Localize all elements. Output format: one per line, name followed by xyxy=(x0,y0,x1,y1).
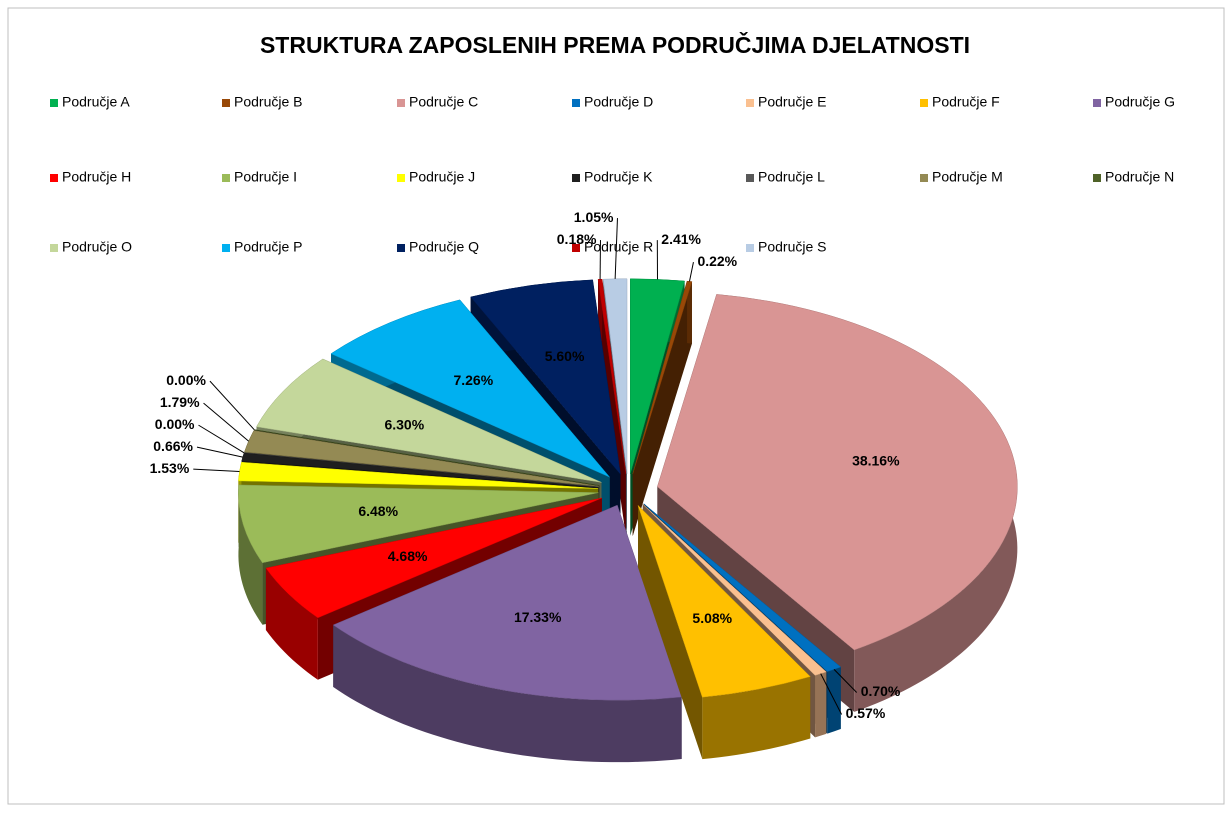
data-label: 5.08% xyxy=(692,610,732,626)
data-label: 1.53% xyxy=(150,460,190,476)
legend-label: Područje H xyxy=(62,169,131,185)
data-label: 5.60% xyxy=(545,348,585,364)
data-label: 6.30% xyxy=(384,416,424,432)
legend-label: Područje A xyxy=(62,94,130,110)
legend-swatch xyxy=(920,174,928,182)
data-label: 38.16% xyxy=(852,453,900,469)
legend-swatch xyxy=(222,174,230,182)
legend-label: Područje F xyxy=(932,94,1000,110)
data-label: 7.26% xyxy=(453,372,493,388)
data-label: 17.33% xyxy=(514,609,562,625)
legend-swatch xyxy=(920,99,928,107)
data-label: 0.66% xyxy=(153,438,193,454)
legend-swatch xyxy=(397,174,405,182)
legend-swatch xyxy=(746,244,754,252)
data-label: 0.00% xyxy=(155,416,195,432)
legend-swatch xyxy=(1093,174,1101,182)
legend-label: Područje G xyxy=(1105,94,1175,110)
legend-label: Područje C xyxy=(409,94,478,110)
legend-swatch xyxy=(572,99,580,107)
legend-label: Područje L xyxy=(758,169,825,185)
data-label: 0.57% xyxy=(846,705,886,721)
data-label: 0.70% xyxy=(861,683,901,699)
legend-swatch xyxy=(222,244,230,252)
legend-label: Područje D xyxy=(584,94,653,110)
legend-label: Područje I xyxy=(234,169,297,185)
legend-swatch xyxy=(1093,99,1101,107)
data-label: 1.79% xyxy=(160,394,200,410)
legend-label: Područje J xyxy=(409,169,475,185)
data-label: 4.68% xyxy=(388,548,428,564)
legend-swatch xyxy=(222,99,230,107)
data-label: 0.18% xyxy=(557,231,597,247)
legend-swatch xyxy=(397,244,405,252)
data-label: 6.48% xyxy=(358,503,398,519)
legend-swatch xyxy=(572,174,580,182)
legend-label: Područje M xyxy=(932,169,1003,185)
legend-label: Područje E xyxy=(758,94,826,110)
data-label: 1.05% xyxy=(574,209,614,225)
legend-label: Područje K xyxy=(584,169,653,185)
data-label: 0.22% xyxy=(697,253,737,269)
legend-swatch xyxy=(50,174,58,182)
data-label: 2.41% xyxy=(661,231,701,247)
legend-label: Područje O xyxy=(62,239,132,255)
legend-label: Područje B xyxy=(234,94,302,110)
legend-swatch xyxy=(397,99,405,107)
legend-label: Područje N xyxy=(1105,169,1174,185)
chart-title: STRUKTURA ZAPOSLENIH PREMA PODRUČJIMA DJ… xyxy=(260,31,970,58)
legend-swatch xyxy=(746,99,754,107)
data-label: 0.00% xyxy=(166,372,206,388)
legend-label: Područje P xyxy=(234,239,302,255)
legend-swatch xyxy=(746,174,754,182)
legend-label: Područje S xyxy=(758,239,826,255)
legend-swatch xyxy=(50,99,58,107)
legend-label: Područje Q xyxy=(409,239,479,255)
legend-swatch xyxy=(50,244,58,252)
